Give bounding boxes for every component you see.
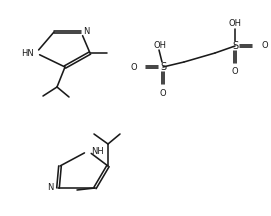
Text: O: O (130, 62, 137, 71)
Text: OH: OH (228, 19, 241, 29)
Text: N: N (83, 27, 89, 37)
Text: N: N (47, 184, 53, 192)
Text: S: S (160, 62, 166, 72)
Text: O: O (232, 67, 238, 76)
Text: NH: NH (91, 146, 104, 156)
Text: O: O (160, 89, 166, 97)
Text: O: O (261, 41, 268, 51)
Text: S: S (232, 41, 238, 51)
Text: OH: OH (153, 41, 166, 49)
Text: HN: HN (21, 49, 34, 57)
